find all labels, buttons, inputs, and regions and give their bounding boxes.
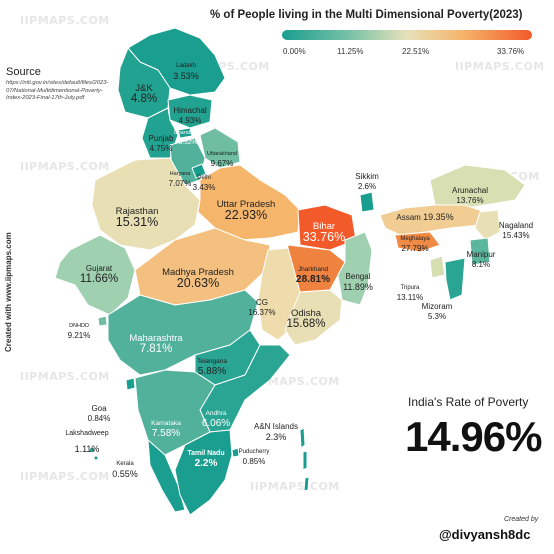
- region-an-islands: [299, 427, 306, 449]
- region-odisha: [284, 289, 343, 346]
- created-by-label: Created by: [504, 516, 539, 523]
- state-label: Meghalaya 27.79%: [400, 236, 430, 253]
- state-label: Nagaland 15.43%: [498, 221, 534, 240]
- region-manipur: [469, 237, 491, 266]
- state-label: Uttarakhand 9.67%: [207, 151, 237, 168]
- map-title: % of People living in the Multi Dimensio…: [210, 9, 523, 21]
- state-label: Tripura 13.11%: [396, 285, 424, 302]
- state-label: Tamil Nadu 2.2%: [187, 450, 225, 469]
- state-label: DNHDD 9.21%: [67, 323, 91, 340]
- color-scale-bar: [282, 30, 532, 40]
- state-label: Delhi 3.43%: [192, 175, 216, 192]
- region-an-islands: [303, 476, 310, 492]
- scale-tick: 11.25%: [337, 47, 364, 56]
- state-label: Madhya Pradesh 20.63%: [162, 267, 234, 290]
- author-handle: @divyansh8dc: [439, 527, 531, 542]
- watermark: IIPMAPS.COM: [20, 160, 110, 173]
- region-meghalaya: [394, 231, 441, 253]
- state-label: Lakshadweep 1.11%: [65, 430, 109, 454]
- region-lakshadweep: [89, 447, 95, 453]
- watermark: IIPMAPS.COM: [250, 375, 340, 388]
- state-label: Manipur 8.1%: [466, 250, 496, 269]
- scale-tick: 33.76%: [497, 47, 525, 56]
- state-label: Rajasthan 15.31%: [115, 206, 159, 229]
- state-label: Goa 0.84%: [87, 404, 111, 423]
- state-label: Himachal 4.93%: [173, 106, 207, 125]
- state-label: Assam 19.35%: [396, 212, 454, 222]
- state-label: Odisha 15.68%: [286, 308, 326, 330]
- state-label: Punjab 4.75%: [148, 134, 174, 153]
- watermark: IIPMAPS.COM: [455, 60, 545, 73]
- state-label: Bengal 11.89%: [343, 272, 373, 292]
- watermark: IIPMAPS.COM: [250, 480, 340, 493]
- source-heading: Source: [6, 66, 41, 78]
- state-label: Karnataka 7.58%: [151, 420, 181, 439]
- state-label: Telangana 5.88%: [197, 358, 227, 377]
- state-label: Ladakh 3.53%: [173, 63, 199, 81]
- state-label: Kerala 0.55%: [112, 461, 138, 479]
- national-rate-value: 14.96%: [405, 413, 542, 460]
- state-label: Andhra 6.06%: [201, 410, 231, 429]
- region-kerala: [147, 439, 186, 513]
- region-goa: [125, 377, 136, 391]
- scale-tick: 0.00%: [283, 47, 306, 56]
- state-label: Jharkhand 28.81%: [296, 266, 330, 285]
- region-dnhdd: [97, 315, 108, 327]
- region-tripura: [429, 255, 446, 279]
- region-delhi: [191, 163, 207, 179]
- state-label: Maharashtra 7.81%: [129, 333, 183, 355]
- state-label: CG 16.37%: [248, 298, 276, 317]
- region-sikkim: [359, 191, 375, 213]
- watermark: IIPMAPS.COM: [20, 470, 110, 483]
- region-chandigarh: [177, 127, 193, 139]
- state-label: Haryana 7.07%: [168, 171, 192, 188]
- state-label: Puducherry 0.85%: [238, 449, 270, 466]
- source-url: https://niti.gov.in/sites/default/files/…: [6, 80, 109, 102]
- region-nagaland: [474, 209, 501, 241]
- watermark: IIPMAPS.COM: [20, 14, 110, 27]
- state-label: Arunachal 13.76%: [451, 186, 489, 205]
- national-rate-heading: India's Rate of Poverty: [408, 395, 529, 409]
- watermark: IIPMAPS.COM: [20, 370, 110, 383]
- region-bengal: [337, 231, 373, 306]
- region-up: [197, 164, 301, 241]
- state-label: J&K 4.8%: [130, 83, 158, 105]
- region-rajasthan: [91, 157, 201, 251]
- state-label: Sikkim 2.6%: [355, 172, 379, 191]
- region-cg: [257, 247, 301, 341]
- region-lakshadweep: [93, 455, 99, 461]
- region-puducherry: [231, 447, 240, 458]
- region-tn: [174, 429, 233, 516]
- region-mizoram: [444, 257, 466, 301]
- site-credit: Created with www.iipmaps.com: [4, 232, 13, 352]
- state-label: Mizoram 5.3%: [421, 302, 453, 321]
- state-label: Bihar 33.76%: [302, 221, 346, 244]
- region-an-islands: [302, 450, 308, 471]
- state-label: A&N Islands 2.3%: [253, 422, 299, 442]
- state-label: Gujarat 11.66%: [79, 264, 119, 285]
- state-label: Chandigarh 3.52%: [173, 130, 203, 146]
- state-label: Uttar Pradesh 22.93%: [216, 199, 276, 222]
- scale-tick: 22.51%: [402, 47, 430, 56]
